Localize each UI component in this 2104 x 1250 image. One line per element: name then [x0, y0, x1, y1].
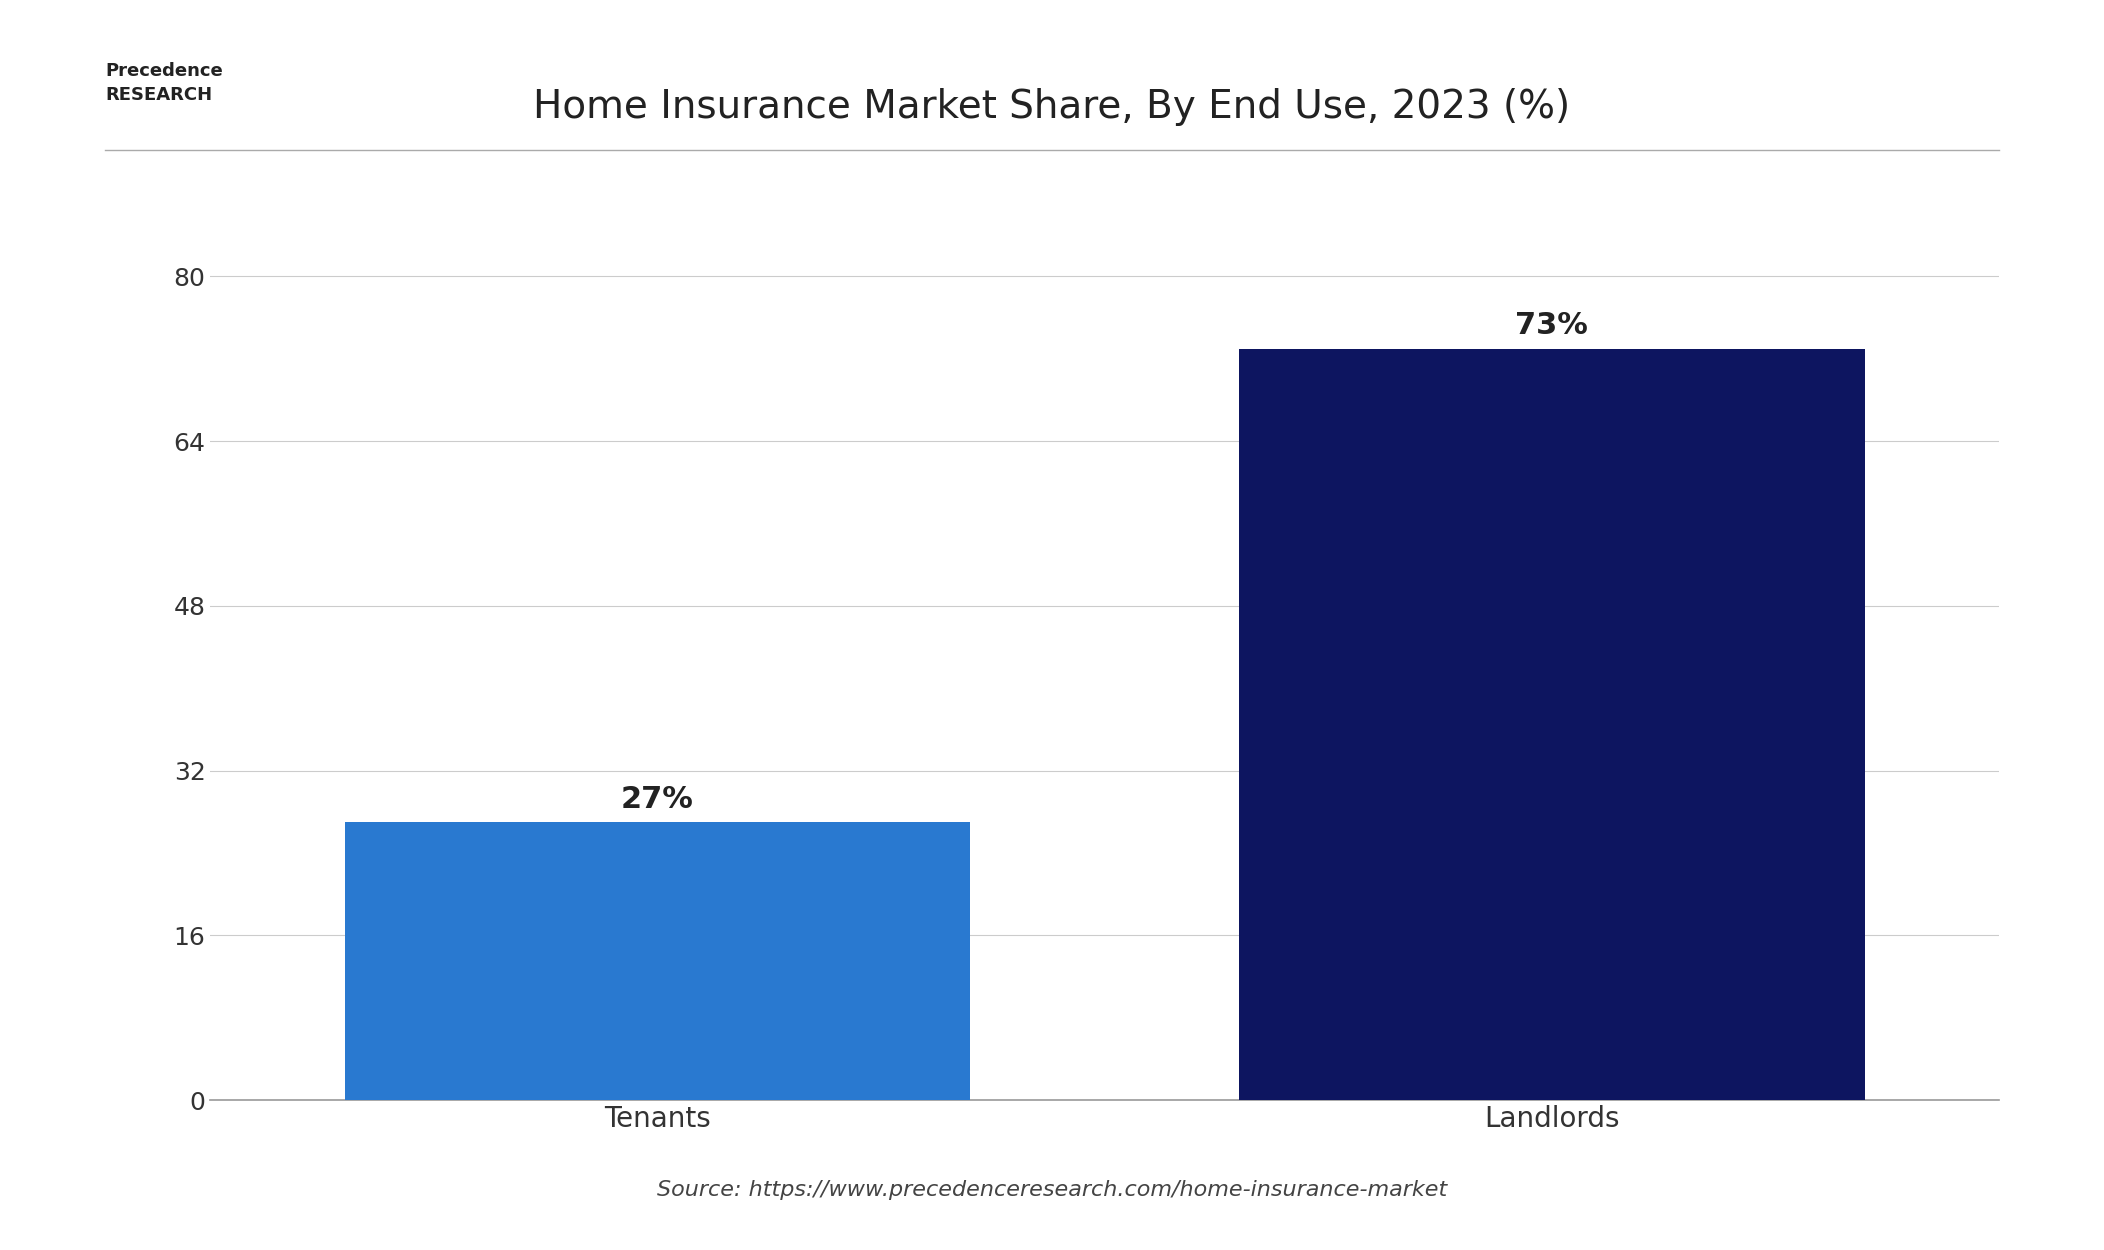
- Text: Source: https://www.precedenceresearch.com/home-insurance-market: Source: https://www.precedenceresearch.c…: [656, 1180, 1448, 1200]
- Bar: [1239, 349, 1864, 1100]
- Text: Precedence
RESEARCH: Precedence RESEARCH: [105, 62, 223, 104]
- Text: 73%: 73%: [1515, 311, 1589, 340]
- Text: 27%: 27%: [621, 785, 694, 814]
- Text: Home Insurance Market Share, By End Use, 2023 (%): Home Insurance Market Share, By End Use,…: [534, 88, 1570, 125]
- Bar: [345, 822, 970, 1100]
